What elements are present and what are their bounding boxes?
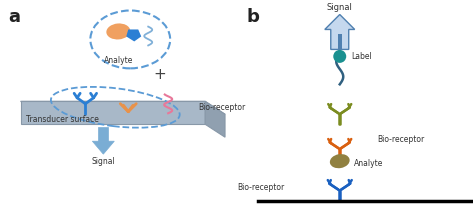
Polygon shape <box>92 141 114 154</box>
Text: Analyte: Analyte <box>104 57 133 65</box>
Text: Bio-receptor: Bio-receptor <box>237 183 285 192</box>
Text: Analyte: Analyte <box>354 159 383 168</box>
Text: Bio-receptor: Bio-receptor <box>378 135 425 144</box>
Polygon shape <box>20 101 225 114</box>
Ellipse shape <box>91 11 170 68</box>
Ellipse shape <box>333 50 346 63</box>
Text: +: + <box>154 67 166 82</box>
Text: Signal: Signal <box>327 2 353 12</box>
Ellipse shape <box>330 154 350 168</box>
Polygon shape <box>20 101 205 124</box>
Polygon shape <box>205 101 225 137</box>
Text: Signal: Signal <box>91 157 115 166</box>
Polygon shape <box>338 34 342 49</box>
Text: Label: Label <box>352 52 373 61</box>
Text: a: a <box>9 7 20 25</box>
Polygon shape <box>325 14 355 49</box>
Polygon shape <box>98 127 109 141</box>
Ellipse shape <box>106 23 130 39</box>
Text: Bio-receptor: Bio-receptor <box>198 103 246 112</box>
Text: Transducer surface: Transducer surface <box>26 115 99 124</box>
Polygon shape <box>126 30 141 41</box>
Text: b: b <box>247 7 260 25</box>
